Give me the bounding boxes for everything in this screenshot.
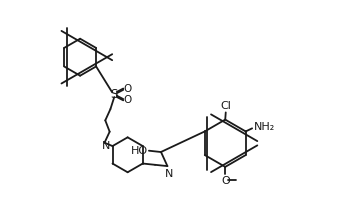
Text: O: O bbox=[123, 84, 131, 93]
Text: N: N bbox=[165, 169, 173, 179]
Text: HO: HO bbox=[131, 146, 147, 156]
Text: Cl: Cl bbox=[221, 101, 232, 111]
Text: S: S bbox=[111, 88, 118, 101]
Text: O: O bbox=[123, 95, 131, 105]
Text: N: N bbox=[102, 141, 111, 151]
Text: NH₂: NH₂ bbox=[253, 122, 275, 132]
Text: O: O bbox=[221, 176, 230, 186]
